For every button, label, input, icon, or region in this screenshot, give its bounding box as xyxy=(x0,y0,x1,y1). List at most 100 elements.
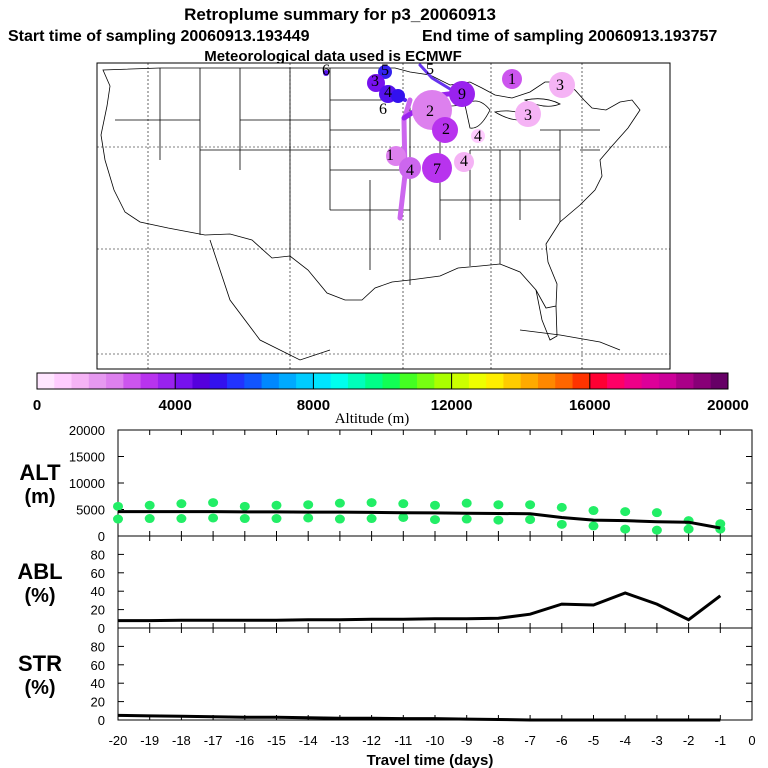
y-tick-label: 20000 xyxy=(69,423,105,438)
panel-ylabel: ABL xyxy=(17,559,62,584)
series-line xyxy=(118,591,722,623)
scatter-point xyxy=(366,514,377,524)
scatter-point xyxy=(113,514,123,524)
colorbar-segment xyxy=(278,373,297,389)
x-tick-label: -9 xyxy=(461,733,473,748)
colorbar-segment xyxy=(607,373,625,389)
scatter-point xyxy=(398,512,409,522)
scatter-point xyxy=(144,500,155,510)
colorbar-segment xyxy=(244,373,263,389)
y-tick-label: 5000 xyxy=(76,503,105,518)
scatter-point xyxy=(334,514,345,524)
colorbar-segment xyxy=(54,373,73,389)
plume-blob xyxy=(367,74,385,92)
altitude-colorbar: 0 4000 8000 12000 16000 20000 xyxy=(33,372,749,414)
scatter-point xyxy=(461,498,472,508)
scatter-point xyxy=(556,519,567,529)
x-tick-label: 0 xyxy=(748,733,755,748)
panel-frame xyxy=(117,627,753,721)
colorbar-segment xyxy=(227,373,245,389)
x-tick-label: -8 xyxy=(493,733,505,748)
scatter-point xyxy=(334,498,345,508)
colorbar-segment xyxy=(451,373,470,389)
colorbar-segment xyxy=(175,373,193,389)
colorbar-segment xyxy=(434,373,453,389)
map-day-label: 4 xyxy=(460,153,468,170)
map-day-label: 5 xyxy=(426,61,434,78)
x-tick-label: -4 xyxy=(619,733,631,748)
panel-ylabel: STR xyxy=(18,651,62,676)
colorbar-segment xyxy=(261,373,280,389)
colorbar-segment xyxy=(313,373,332,389)
panel-abl: 0 20 40 60 80 ABL(%) xyxy=(17,535,753,636)
y-tick-label: 0 xyxy=(98,621,105,636)
x-tick-label: -1 xyxy=(715,733,727,748)
plume-blob xyxy=(432,117,458,143)
plume-blob xyxy=(323,70,329,76)
map-day-label: 1 xyxy=(508,71,516,88)
x-tick-label: -13 xyxy=(331,733,350,748)
colorbar-segment xyxy=(676,373,694,389)
colorbar-segment xyxy=(157,373,176,389)
x-tick-label: -2 xyxy=(683,733,695,748)
plume-blob xyxy=(386,146,406,166)
y-tick-label: 80 xyxy=(91,639,105,654)
start-time-label: Start time of sampling 20060913.193449 xyxy=(8,28,310,45)
panel-ylabel-unit: (%) xyxy=(24,677,55,699)
scatter-point xyxy=(461,514,472,524)
colorbar-segment xyxy=(347,373,366,389)
x-tick-label: -14 xyxy=(299,733,318,748)
plume-blob xyxy=(515,101,541,127)
x-tick-label: -18 xyxy=(172,733,191,748)
colorbar-segment xyxy=(192,373,211,389)
scatter-point xyxy=(271,500,282,510)
scatter-point xyxy=(683,524,694,534)
y-tick-label: 10000 xyxy=(69,476,105,491)
series-line xyxy=(117,713,721,722)
series-line xyxy=(118,510,721,530)
trajectory-blobs xyxy=(323,65,575,183)
colorbar-segment xyxy=(503,373,522,389)
scatter-point xyxy=(208,513,219,523)
y-tick-label: 60 xyxy=(91,566,105,581)
map-day-label: 3 xyxy=(556,77,564,94)
map-day-label: 4 xyxy=(474,128,482,145)
colorbar-tick-label: 20000 xyxy=(707,397,749,414)
scatter-point xyxy=(176,514,187,524)
plume-blob xyxy=(399,157,421,179)
y-tick-label: 80 xyxy=(91,547,105,562)
scatter-point xyxy=(430,500,440,510)
colorbar-segment xyxy=(37,373,55,389)
colorbar-segment xyxy=(382,373,401,389)
colorbar-segment xyxy=(140,373,159,389)
scatter-point xyxy=(620,507,631,517)
x-tick-label: -19 xyxy=(140,733,159,748)
scatter-point xyxy=(113,501,123,511)
map-day-label: 1 xyxy=(386,147,394,164)
x-tick-label: -16 xyxy=(235,733,254,748)
colorbar-segment xyxy=(106,373,124,389)
colorbar-segment xyxy=(365,373,383,389)
colorbar-segment xyxy=(88,373,107,389)
colorbar-segment xyxy=(641,373,660,389)
colorbar-title: Altitude (m) xyxy=(335,411,410,427)
scatter-point xyxy=(303,513,314,523)
x-tick-label: -10 xyxy=(426,733,445,748)
y-tick-label: 40 xyxy=(91,584,105,599)
scatter-point xyxy=(271,514,282,524)
figure-title: Retroplume summary for p3_20060913 xyxy=(184,5,496,24)
x-tick-label: -12 xyxy=(362,733,381,748)
colorbar-segment xyxy=(658,373,677,389)
colorbar-segment xyxy=(624,373,643,389)
scatter-point xyxy=(525,500,536,510)
colorbar-segment xyxy=(589,373,608,389)
scatter-point xyxy=(303,500,314,510)
x-tick-label: -15 xyxy=(267,733,286,748)
map-day-label: 2 xyxy=(442,121,450,138)
panel-ylabel-unit: (m) xyxy=(24,486,55,508)
scatter-point xyxy=(239,514,250,524)
scatter-point xyxy=(398,499,409,509)
colorbar-segment xyxy=(572,373,591,389)
plume-blob xyxy=(549,72,575,98)
